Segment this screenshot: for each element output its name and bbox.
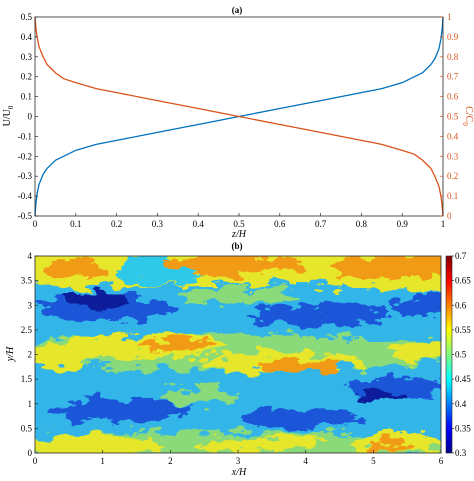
y-tick-label: 2.5 [21,325,33,335]
colorbar [445,255,453,454]
y-right-tick-label: 0.9 [447,32,459,42]
colorbar-ticks: 0.3 0.35 0.4 0.45 0.5 0.55 0.6 0.65 0.7 [452,251,471,458]
panel-a-y-right-label: C/C0 [461,106,474,126]
y-right-tick-label: 0.6 [447,92,459,102]
panel-a-title: (a) [232,5,243,15]
y-right-tick-label: 0.1 [447,191,458,201]
y-left-tick-label: 0.1 [21,92,32,102]
y-tick-label: 1 [28,399,33,409]
y-tick-label: 1.5 [21,374,33,384]
colorbar-tick-label: 0.4 [455,399,467,409]
y-left-tick-label: -0.4 [18,191,33,201]
x-tick-label: 0.5 [233,219,245,229]
y-right-tick-label: 0.3 [447,151,459,161]
x-tick-label: 0.2 [111,219,122,229]
x-tick-label: 0.9 [397,219,409,229]
y-left-tick-label: 0.3 [21,52,33,62]
x-tick-label: 1 [100,456,105,466]
panel-b-y-axis-label: y/H [5,346,16,362]
panel-a-y-left-ticks: -0.5 -0.4 -0.3 -0.2 -0.1 0 0.1 0.2 0.3 0.4 0.5 [18,12,38,221]
panel-b-y-ticks: 0 0.5 1 1.5 2 2.5 3 3.5 4 [21,251,38,458]
panel-a-x-axis-label: z/H [231,229,247,240]
y-right-tick-label: 0.4 [447,131,459,141]
y-tick-label: 2 [28,350,33,360]
panel-b-contour-map: (b) [5,241,471,478]
y-left-tick-label: 0.4 [21,32,33,42]
colorbar-tick-label: 0.45 [455,374,471,384]
colorbar-tick-label: 0.65 [455,276,471,286]
x-tick-label: 1 [441,219,446,229]
y-left-tick-label: -0.1 [18,131,32,141]
colorbar-tick-label: 0.3 [455,448,467,458]
y-right-tick-label: 0.2 [447,171,458,181]
colorbar-tick-label: 0.55 [455,325,471,335]
y-left-tick-label: -0.3 [18,171,33,181]
panel-b-blobs [35,256,441,453]
y-left-tick-label: -0.5 [18,211,33,221]
colorbar-tick-label: 0.35 [455,423,471,433]
x-tick-label: 3 [236,456,241,466]
y-tick-label: 4 [28,251,33,261]
x-tick-label: 0 [33,456,38,466]
panel-a-x-ticks: 0 0.1 0.2 0.3 0.4 0.5 0.6 0.7 0.8 0.9 1 [33,213,446,229]
panel-b-x-ticks: 0 1 2 3 4 5 6 [33,450,444,466]
panel-a-y-left-label-main: U/U [2,108,13,126]
colorbar-tick-label: 0.7 [455,251,467,261]
panel-a-curves [34,16,444,217]
panel-a-y-left-label-sub: 0 [7,105,15,109]
x-tick-label: 0.8 [356,219,368,229]
x-tick-label: 0.1 [70,219,81,229]
panel-a-y-right-label-main: C/C [463,106,474,122]
y-left-tick-label: 0.2 [21,72,32,82]
concentration-profile-line [34,16,444,217]
panel-a-line-chart: (a) 0 0.1 0.2 0.3 0.4 0.5 0.6 0.7 0.8 0.9 1 -0.5-0… [2,5,474,240]
x-tick-label: 5 [371,456,376,466]
x-tick-label: 0.4 [193,219,205,229]
y-tick-label: 0.5 [21,423,33,433]
panel-a-y-left-label: U/U0 [2,105,15,126]
x-tick-label: 2 [168,456,173,466]
panel-b-x-axis-label: x/H [231,467,247,478]
y-tick-label: 3.5 [21,276,33,286]
colorbar-tick-label: 0.6 [455,300,467,310]
x-tick-label: 4 [303,456,308,466]
y-tick-label: 0 [28,448,33,458]
y-left-tick-label: 0 [28,112,33,122]
panel-b-title: (b) [232,241,243,251]
y-right-tick-label: 0 [447,211,452,221]
colorbar-tick-label: 0.5 [455,350,467,360]
panel-a-y-right-label-sub: 0 [461,122,469,126]
x-tick-label: 0.6 [274,219,286,229]
x-tick-label: 0.3 [152,219,164,229]
y-right-tick-label: 0.8 [447,52,459,62]
x-tick-label: 0.7 [315,219,327,229]
panel-a-y-right-ticks: 0 0.1 0.2 0.3 0.4 0.5 0.6 0.7 0.8 0.9 1 [440,12,459,221]
x-tick-label: 6 [439,456,444,466]
y-left-tick-label: -0.2 [18,151,32,161]
y-right-tick-label: 1 [447,12,452,22]
y-tick-label: 3 [28,300,33,310]
panel-b-field [35,256,441,453]
y-right-tick-label: 0.5 [447,112,459,122]
y-left-tick-label: 0.5 [21,12,33,22]
x-tick-label: 0 [33,219,38,229]
y-right-tick-label: 0.7 [447,72,459,82]
